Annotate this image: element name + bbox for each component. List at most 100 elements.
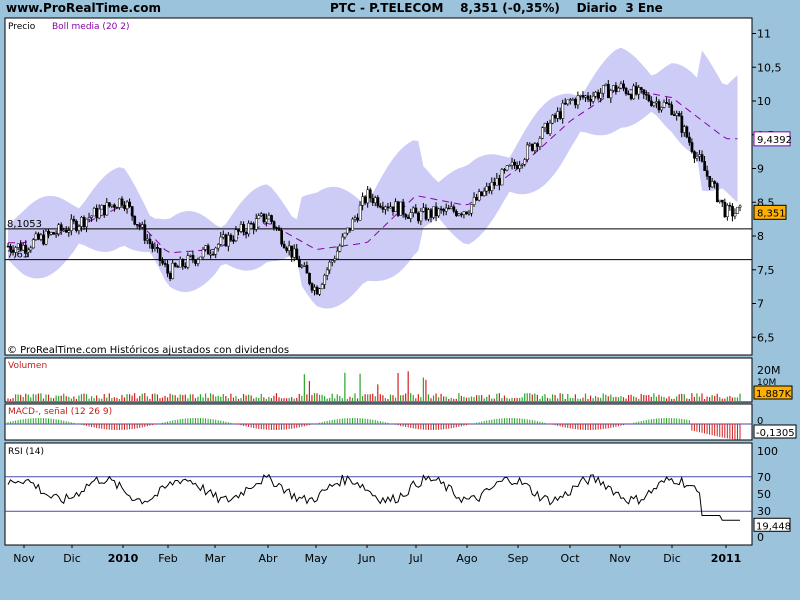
macd-bar	[511, 418, 513, 424]
volume-bar	[448, 398, 450, 401]
candle-body	[290, 245, 294, 258]
volume-bar	[498, 393, 500, 401]
candle-body	[123, 204, 126, 209]
x-axis-label: Nov	[609, 552, 631, 565]
candle-body	[394, 201, 397, 212]
volume-bar	[134, 393, 136, 401]
x-axis-label: 2011	[711, 552, 742, 565]
candle-body	[295, 248, 299, 260]
macd-bar	[633, 422, 635, 424]
macd-bar	[612, 424, 614, 428]
candle-body	[642, 89, 646, 95]
candle-body	[351, 218, 354, 231]
macd-bar	[55, 419, 57, 424]
volume-bar	[210, 393, 212, 401]
macd-bar	[73, 422, 75, 424]
volume-bar	[513, 398, 516, 401]
macd-bar	[351, 418, 353, 424]
macd-bar	[20, 419, 22, 424]
volume-bar	[539, 398, 541, 401]
candle-body	[303, 265, 306, 267]
candle-body	[315, 286, 319, 295]
volume-bar	[161, 397, 164, 401]
candle-body	[424, 207, 428, 220]
macd-panel	[4, 403, 753, 441]
macd-bar	[688, 420, 690, 424]
macd-bar	[427, 424, 429, 430]
candle-body	[675, 113, 679, 116]
macd-bar	[584, 424, 586, 430]
volume-bar	[260, 393, 262, 401]
volume-bar	[116, 397, 118, 401]
volume-bar	[382, 395, 384, 401]
volume-bar	[496, 393, 498, 401]
macd-bar	[673, 418, 675, 424]
macd-bar	[726, 424, 728, 439]
macd-bar	[387, 422, 389, 424]
candle-body	[341, 236, 344, 247]
candle-body	[44, 230, 48, 245]
candle-body	[632, 85, 636, 100]
volume-bar	[63, 393, 65, 401]
candle-body	[237, 229, 240, 232]
macd-bar	[417, 424, 419, 430]
candle-body	[652, 102, 656, 106]
site-link[interactable]: www.ProRealTime.com	[6, 1, 161, 15]
candle-body	[470, 204, 473, 214]
volume-bar	[407, 371, 409, 401]
macd-bar	[514, 418, 516, 424]
macd-bar	[526, 419, 528, 424]
volume-bar	[96, 395, 98, 401]
macd-bar	[516, 418, 518, 424]
volume-bar	[14, 394, 17, 401]
candle-body	[199, 256, 202, 260]
macd-bar	[159, 423, 161, 424]
macd-bar	[339, 418, 341, 424]
macd-bar	[630, 423, 632, 424]
candle-body	[333, 258, 337, 261]
candle-body	[427, 209, 430, 220]
candle-body	[47, 230, 50, 235]
volume-bar	[106, 397, 108, 401]
volume-bar	[98, 398, 100, 401]
volume-bar	[564, 398, 566, 401]
candle-body	[143, 224, 147, 241]
macd-bar	[174, 420, 176, 424]
macd-bar	[48, 418, 50, 424]
macd-bar	[278, 424, 280, 430]
candle-body	[467, 212, 471, 215]
macd-bar	[615, 424, 617, 427]
volume-bar	[534, 393, 536, 401]
macd-bars	[7, 418, 741, 440]
candle-body	[176, 266, 180, 268]
candle-body	[586, 95, 590, 100]
candle-body	[399, 201, 403, 216]
volume-bar	[384, 397, 386, 401]
volume-bar	[508, 398, 511, 401]
volume-bar	[174, 395, 176, 401]
candle-body	[614, 85, 618, 92]
candle-body	[672, 114, 676, 116]
macd-bar	[139, 424, 141, 428]
candle-body	[85, 218, 88, 228]
rsi-tick-label: 0	[757, 531, 764, 544]
volume-bar	[511, 397, 513, 401]
macd-bar	[86, 424, 88, 426]
volume-bar	[311, 395, 313, 401]
volume-bar	[427, 394, 430, 401]
volume-bar	[275, 393, 278, 401]
candle-body	[715, 183, 719, 202]
candle-body	[389, 206, 392, 209]
volume-bar	[597, 397, 599, 401]
macd-bar	[177, 419, 179, 424]
volume-bar	[235, 396, 237, 401]
copyright-footer: © ProRealTime.com Históricos ajustados c…	[7, 344, 289, 356]
candle-body	[728, 205, 732, 207]
macd-bar	[443, 424, 445, 430]
candle-body	[216, 244, 220, 249]
macd-bar	[222, 421, 224, 424]
candle-body	[401, 201, 405, 215]
volume-bar	[258, 397, 260, 401]
candle-body	[576, 95, 580, 106]
volume-bar	[592, 398, 594, 401]
